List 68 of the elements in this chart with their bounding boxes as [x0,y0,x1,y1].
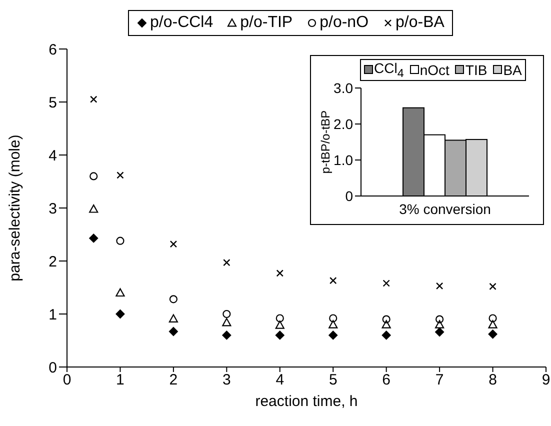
point [222,318,232,326]
point [276,314,284,322]
point [276,270,284,277]
point [382,315,390,324]
legend-label: p/o-BA [396,14,444,32]
point [382,320,391,328]
x-tick-label: 1 [116,372,124,389]
point [436,315,444,324]
y-axis-title: p-tBP/o-tBP [318,110,332,174]
y-tick-label: 5 [48,94,57,112]
x-tick-label: 2 [169,372,178,389]
x-tick-label: 8 [488,372,497,389]
y-tick-label: 6 [48,41,57,58]
x-tick-label: 4 [276,372,284,389]
x-axis-title: reaction time, h [255,393,358,410]
point [275,320,284,329]
y-tick-label: 1 [48,306,57,324]
point [223,258,230,266]
point [116,310,125,318]
y-tick-label: 0 [345,188,354,204]
point [435,320,444,328]
legend-label: p/o-TIP [240,14,293,32]
point [168,314,178,323]
y-tick-label: 0 [48,359,57,376]
point [90,96,98,103]
point [90,172,98,180]
point [329,314,338,322]
point [116,172,124,179]
x-tick-label: 6 [382,372,391,389]
point [488,320,498,328]
point [89,204,98,213]
x-tick-label: 7 [435,372,444,389]
point [328,320,338,328]
legend-label: TIB [465,62,488,78]
point [488,314,497,322]
point [89,234,98,243]
point [169,295,178,304]
x-tick-label: 9 [542,372,550,389]
y-tick-label: 2 [48,253,57,270]
y-tick-label: 3.0 [334,80,354,96]
y-tick-label: 1.0 [334,152,354,168]
legend-label: p/o-nO [320,14,369,32]
legend-label: BA [503,62,522,78]
legend-label: p/o-CCl4 [150,14,214,32]
point [275,330,284,340]
y-axis-title: para-selectivity (mole) [6,134,24,282]
point [222,330,232,340]
y-tick-label: 4 [48,147,57,164]
point [328,330,338,340]
legend-label: CCl$_{4}$ [374,60,404,80]
point [330,277,337,284]
point [436,282,444,290]
legend-label: nOct [420,62,450,78]
x-tick-label: 3 [222,372,231,389]
y-tick-label: 3 [48,200,57,218]
point [116,288,125,297]
x-tick-label: 3% conversion [399,200,491,217]
y-tick-label: 2.0 [334,116,354,132]
point [382,330,391,340]
point [222,310,231,318]
point [489,282,496,290]
x-tick-label: 0 [62,372,72,389]
point [168,326,178,336]
point [488,330,498,339]
point [170,240,178,248]
point [116,236,124,245]
point [382,280,390,287]
point [435,328,444,337]
